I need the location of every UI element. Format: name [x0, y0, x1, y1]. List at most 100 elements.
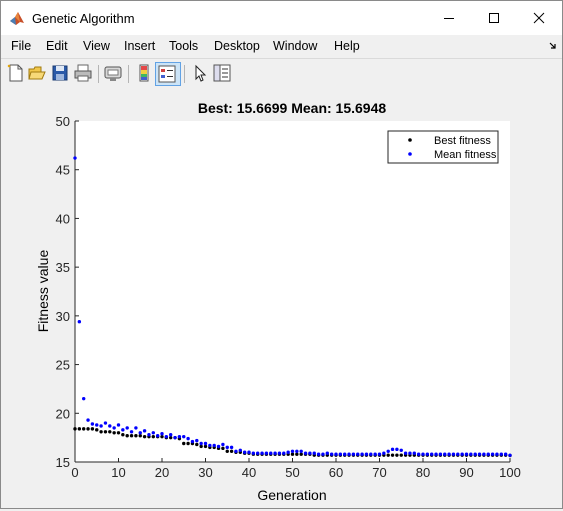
- property-inspector-icon[interactable]: [213, 64, 231, 82]
- mean-fitness-point: [203, 441, 208, 446]
- mean-fitness-point: [382, 451, 386, 455]
- x-axis-label: Generation: [257, 487, 326, 503]
- y-tick-label: 15: [56, 455, 70, 470]
- best-fitness-point: [160, 434, 164, 439]
- best-fitness-point: [151, 434, 155, 439]
- mean-fitness-point: [199, 441, 203, 446]
- best-fitness-point: [95, 428, 99, 432]
- menu-tools[interactable]: Tools: [169, 39, 199, 53]
- menu-desktop[interactable]: Desktop: [214, 39, 260, 53]
- legend-box: [387, 130, 499, 164]
- edit-plot-icon[interactable]: [191, 64, 209, 82]
- mean-fitness-point: [443, 452, 447, 456]
- mean-fitness-point: [238, 448, 242, 453]
- maximize-button[interactable]: [471, 1, 517, 35]
- x-tick-label: 100: [499, 465, 521, 480]
- y-tick-label: 40: [56, 211, 70, 226]
- mean-fitness-point: [251, 451, 256, 455]
- best-fitness-point: [108, 430, 112, 434]
- mean-fitness-point: [129, 430, 134, 434]
- best-fitness-point: [90, 427, 95, 431]
- mean-fitness-point: [77, 320, 82, 324]
- mean-fitness-point: [390, 447, 395, 452]
- mean-fitness-point: [229, 445, 234, 450]
- x-tick-label: 10: [111, 465, 125, 480]
- mean-fitness-point: [369, 452, 373, 456]
- minimize-button[interactable]: [426, 1, 472, 35]
- menu-help[interactable]: Help: [334, 39, 360, 53]
- mean-fitness-point: [508, 453, 512, 457]
- y-tick-label: 30: [56, 309, 70, 324]
- best-fitness-point: [134, 433, 138, 438]
- y-tick-label: 20: [56, 406, 70, 421]
- mean-fitness-point: [277, 451, 282, 455]
- best-fitness-point: [186, 441, 190, 446]
- mean-fitness-point: [321, 452, 325, 456]
- mean-fitness-point: [112, 426, 116, 430]
- mean-fitness-point: [469, 452, 473, 456]
- mean-fitness-point: [425, 452, 430, 456]
- mean-fitness-point: [473, 452, 477, 456]
- x-tick-label: 30: [198, 465, 212, 480]
- dock-arrow-icon[interactable]: [549, 42, 557, 50]
- menu-view[interactable]: View: [83, 39, 110, 53]
- mean-fitness-point: [151, 431, 155, 435]
- x-tick-label: 90: [459, 465, 473, 480]
- best-fitness-point: [86, 427, 90, 431]
- menu-insert[interactable]: Insert: [124, 39, 156, 53]
- mean-fitness-point: [95, 423, 99, 427]
- mean-fitness-point: [286, 450, 290, 454]
- mean-fitness-point: [125, 426, 129, 430]
- best-fitness-point: [221, 446, 225, 451]
- save-icon[interactable]: [51, 64, 69, 82]
- best-fitness-point: [103, 430, 108, 434]
- best-fitness-point: [121, 433, 125, 437]
- x-tick-label: 20: [155, 465, 169, 480]
- mean-fitness-point: [147, 433, 151, 437]
- mean-fitness-point: [155, 433, 160, 438]
- mean-fitness-point: [412, 451, 416, 455]
- mean-fitness-point: [347, 452, 351, 456]
- mean-fitness-point: [108, 424, 112, 428]
- toolbar-separator: [128, 65, 129, 83]
- mean-fitness-point: [451, 452, 456, 456]
- chart-svg: Best: 15.6699 Mean: 15.6948 Generation F…: [35, 100, 521, 503]
- insert-legend-icon[interactable]: [158, 65, 176, 83]
- close-button[interactable]: [516, 1, 562, 35]
- menu-window[interactable]: Window: [273, 39, 318, 53]
- print-icon[interactable]: [74, 64, 92, 82]
- best-fitness-point: [203, 444, 208, 449]
- mean-fitness-point: [247, 450, 251, 454]
- open-file-icon[interactable]: [28, 64, 46, 82]
- toolbar-separator: [184, 65, 185, 83]
- y-tick-label: 35: [56, 260, 70, 275]
- mean-fitness-point: [190, 439, 195, 444]
- maximize-icon: [489, 13, 499, 23]
- mean-fitness-point: [421, 452, 425, 456]
- best-fitness-point: [386, 453, 390, 457]
- mean-fitness-point: [356, 452, 360, 456]
- mean-fitness-point: [195, 438, 199, 443]
- mean-fitness-point: [430, 452, 434, 456]
- mean-fitness-point: [169, 433, 173, 437]
- menu-edit[interactable]: Edit: [46, 39, 68, 53]
- mean-fitness-point: [316, 452, 321, 456]
- plot-area[interactable]: [75, 121, 510, 462]
- mean-fitness-point: [86, 418, 90, 422]
- menu-file[interactable]: File: [11, 39, 32, 53]
- mean-fitness-point: [460, 452, 464, 456]
- best-fitness-point: [399, 453, 403, 457]
- mean-fitness-point: [273, 451, 277, 455]
- new-figure-icon[interactable]: [7, 64, 25, 82]
- mean-fitness-point: [216, 444, 221, 449]
- mean-fitness-point: [334, 452, 338, 456]
- best-fitness-point: [116, 431, 121, 435]
- title-bar[interactable]: Genetic Algorithm: [1, 1, 562, 35]
- insert-colorbar-icon[interactable]: [135, 64, 153, 82]
- mean-fitness-point: [403, 451, 408, 455]
- best-fitness-legend-marker: [408, 138, 412, 142]
- legend[interactable]: Best fitness Mean fitness: [387, 130, 499, 164]
- mean-fitness-point: [477, 452, 482, 456]
- link-plot-icon[interactable]: [104, 64, 122, 82]
